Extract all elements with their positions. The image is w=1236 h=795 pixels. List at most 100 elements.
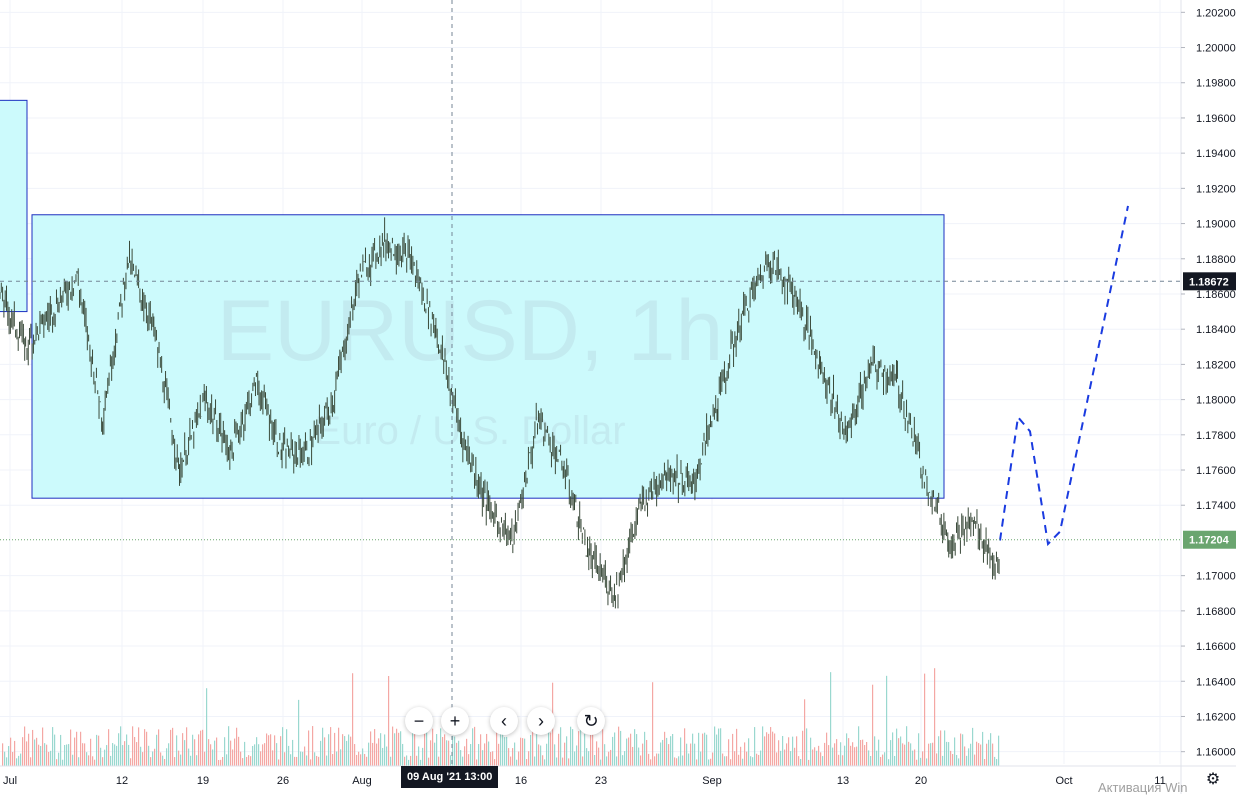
volume-bar (876, 750, 878, 766)
volume-bar (584, 733, 586, 766)
volume-bar (460, 750, 462, 766)
volume-bar (58, 752, 60, 766)
volume-bar (884, 752, 886, 766)
volume-bar (776, 752, 778, 766)
volume-bar (6, 757, 8, 766)
volume-bar (252, 745, 254, 766)
volume-bar (358, 751, 360, 766)
volume-bar (372, 742, 374, 766)
volume-bar (438, 756, 440, 766)
volume-bar (762, 726, 764, 766)
volume-bar (604, 744, 606, 766)
volume-bar (542, 755, 544, 766)
zoom-out-button[interactable]: − (405, 707, 433, 735)
volume-bar (408, 759, 410, 766)
volume-bar (338, 727, 340, 766)
volume-bar (418, 746, 420, 766)
volume-bar (696, 759, 698, 766)
volume-bar (852, 742, 854, 766)
volume-bar (200, 730, 202, 766)
volume-bar (320, 740, 322, 766)
volume-bar (304, 746, 306, 766)
volume-bar (380, 733, 382, 766)
time-axis-label: 23 (595, 775, 607, 787)
volume-bar (826, 732, 828, 766)
volume-bar (772, 731, 774, 766)
volume-bar (376, 743, 378, 766)
volume-bar (262, 744, 264, 766)
volume-bar (790, 751, 792, 766)
volume-bar (540, 745, 542, 766)
zoom-in-button[interactable]: + (441, 707, 469, 735)
volume-bar (430, 740, 432, 766)
volume-bar (364, 753, 366, 766)
crosshair-price-badge (1183, 272, 1236, 291)
volume-bar (652, 682, 654, 766)
volume-bar (692, 733, 694, 766)
volume-bar (326, 755, 328, 766)
volume-bar (562, 757, 564, 766)
price-axis-label: 1.18200 (1196, 359, 1236, 371)
volume-bar (512, 748, 514, 766)
volume-bar (528, 751, 530, 766)
price-candles (0, 217, 1000, 609)
volume-bar (468, 754, 470, 766)
volume-bar (998, 735, 1000, 766)
volume-bar (962, 734, 964, 766)
volume-bar (234, 738, 236, 766)
volume-bar (112, 743, 114, 766)
scroll-left-button[interactable]: ‹ (490, 707, 518, 735)
volume-bar (302, 751, 304, 766)
volume-bar (878, 739, 880, 766)
volume-bar (748, 738, 750, 766)
volume-bar (56, 759, 58, 766)
price-axis-label: 1.16800 (1196, 606, 1236, 618)
volume-bar (192, 734, 194, 766)
volume-bar (912, 750, 914, 766)
volume-bar (670, 736, 672, 766)
volume-bar (582, 756, 584, 766)
reset-chart-button[interactable]: ↻ (577, 707, 605, 735)
price-axis-label: 1.19800 (1196, 78, 1236, 90)
volume-bar (160, 752, 162, 766)
volume-bar (154, 748, 156, 766)
volume-bar (946, 741, 948, 766)
volume-bar (650, 759, 652, 766)
volume-bar (784, 749, 786, 766)
volume-bar (108, 729, 110, 766)
volume-bar (264, 743, 266, 766)
volume-bar (574, 751, 576, 766)
volume-bar (284, 752, 286, 766)
volume-bar (694, 743, 696, 766)
price-axis-label: 1.17400 (1196, 500, 1236, 512)
volume-bar (26, 741, 28, 766)
volume-bar (54, 734, 56, 766)
volume-bar (900, 736, 902, 766)
volume-bar (162, 755, 164, 766)
volume-bar (428, 757, 430, 766)
volume-bar (978, 743, 980, 766)
gear-icon[interactable]: ⚙ (1205, 771, 1221, 788)
volume-bar (210, 744, 212, 766)
volume-bar (96, 734, 98, 766)
volume-bar (844, 745, 846, 766)
volume-bar (186, 727, 188, 766)
volume-bar (230, 740, 232, 766)
volume-bar (314, 752, 316, 766)
volume-bar (706, 734, 708, 766)
volume-bar (394, 733, 396, 766)
volume-bar (544, 759, 546, 766)
volume-bar (464, 746, 466, 766)
volume-bar (366, 756, 368, 766)
price-axis-label: 1.20200 (1196, 7, 1236, 19)
volume-bar (632, 746, 634, 766)
volume-bar (766, 732, 768, 766)
volume-bar (478, 744, 480, 766)
volume-bar (926, 758, 928, 766)
volume-bar (88, 755, 90, 766)
volume-bar (526, 759, 528, 766)
volume-bar (104, 749, 106, 766)
volume-bar (502, 728, 504, 766)
scroll-right-button[interactable]: › (527, 707, 555, 735)
